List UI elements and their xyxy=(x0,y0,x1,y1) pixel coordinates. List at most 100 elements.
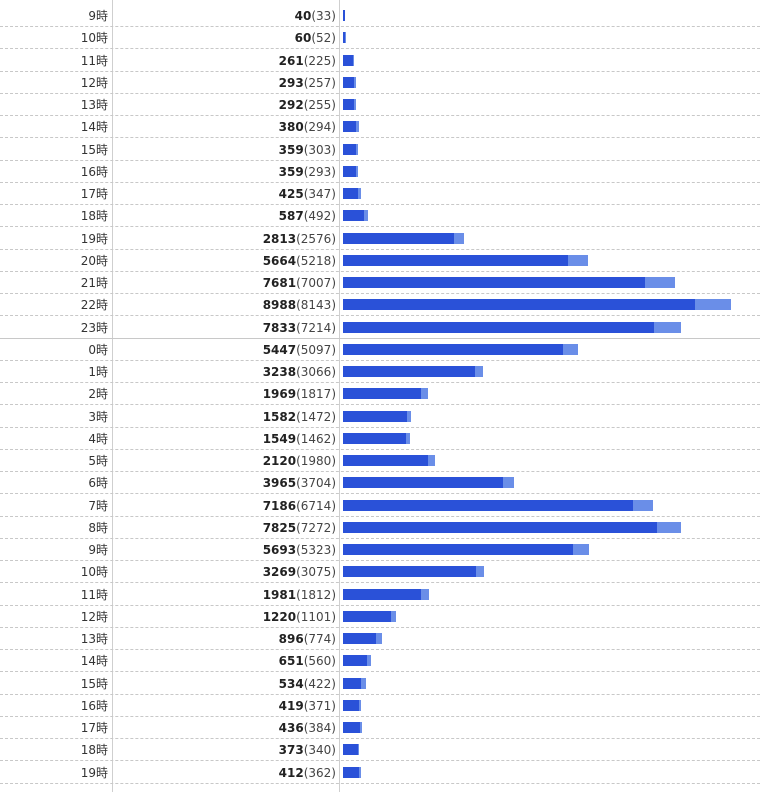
current-value: 7825 xyxy=(262,520,297,535)
current-value: 293 xyxy=(278,75,304,90)
bar-previous xyxy=(343,210,365,222)
row-gridline xyxy=(0,26,760,27)
row-gridline xyxy=(0,181,760,183)
previous-value: (5218) xyxy=(296,253,336,268)
hour-label: 10時 xyxy=(80,565,108,580)
value-label: 436(384) xyxy=(279,721,336,735)
value-label: 425(347) xyxy=(279,187,336,201)
chart-row: 4時 1549(1462) xyxy=(0,428,760,450)
current-value: 1582 xyxy=(262,409,297,424)
row-gridline xyxy=(0,537,760,539)
bar-previous xyxy=(343,566,476,578)
value-label: 7825(7272) xyxy=(263,521,336,535)
chart-row: 18時 373(340) xyxy=(0,739,760,762)
value-label: 5693(5323) xyxy=(263,543,336,557)
previous-value: (8143) xyxy=(296,298,336,313)
row-gridline xyxy=(0,782,760,784)
previous-value: (774) xyxy=(303,632,336,646)
row-gridline xyxy=(0,760,760,762)
row-gridline xyxy=(0,515,760,517)
value-label: 1582(1472) xyxy=(263,410,336,424)
hour-label: 9時 xyxy=(88,9,108,23)
chart-row: 0時 5447(5097) xyxy=(0,339,760,361)
current-value: 587 xyxy=(278,209,304,224)
current-value: 1969 xyxy=(262,387,297,402)
bar-previous xyxy=(343,432,407,444)
row-gridline xyxy=(0,48,760,50)
bar-previous xyxy=(343,766,359,778)
hour-label: 13時 xyxy=(80,98,108,112)
previous-value: (384) xyxy=(303,721,336,735)
row-gridline xyxy=(0,204,760,205)
chart-row: 1時 3238(3066) xyxy=(0,361,760,383)
current-value: 5693 xyxy=(262,543,297,557)
row-gridline xyxy=(0,448,760,450)
current-value: 7681 xyxy=(262,276,297,290)
row-gridline xyxy=(0,359,760,361)
current-value: 292 xyxy=(278,98,304,112)
row-gridline xyxy=(0,382,760,383)
row-gridline xyxy=(0,738,760,739)
current-value: 7186 xyxy=(262,498,297,513)
current-value: 1220 xyxy=(262,609,297,624)
row-gridline xyxy=(0,70,760,72)
hour-label: 16時 xyxy=(80,698,108,713)
current-value: 651 xyxy=(278,654,304,669)
row-gridline xyxy=(0,582,760,584)
hour-label: 6時 xyxy=(88,476,108,491)
previous-value: (225) xyxy=(303,53,336,68)
current-value: 1981 xyxy=(262,587,297,602)
value-label: 651(560) xyxy=(279,654,336,668)
bar-previous xyxy=(343,455,429,466)
hour-label: 13時 xyxy=(80,632,108,646)
hour-label: 17時 xyxy=(80,721,108,735)
previous-value: (560) xyxy=(303,654,336,669)
value-label: 1220(1101) xyxy=(263,610,336,624)
bar-previous xyxy=(343,610,391,622)
previous-value: (7272) xyxy=(296,520,336,535)
hour-label: 15時 xyxy=(80,142,108,157)
value-label: 261(225) xyxy=(279,54,336,68)
current-value: 380 xyxy=(278,120,304,135)
hour-label: 9時 xyxy=(88,543,108,557)
chart-row: 22時 8988(8143) xyxy=(0,294,760,317)
row-gridline xyxy=(0,248,760,250)
hour-label: 14時 xyxy=(80,120,108,135)
value-label: 7186(6714) xyxy=(263,499,336,513)
chart-row: 15時 359(303) xyxy=(0,139,760,161)
current-value: 412 xyxy=(278,765,304,780)
current-value: 5664 xyxy=(262,253,297,268)
chart-row: 8時 7825(7272) xyxy=(0,517,760,539)
value-label: 5664(5218) xyxy=(263,254,336,268)
hour-label: 18時 xyxy=(80,743,108,758)
hour-label: 22時 xyxy=(80,298,108,313)
bar-previous xyxy=(343,388,422,400)
row-gridline xyxy=(0,693,760,695)
previous-value: (371) xyxy=(303,698,336,713)
value-label: 1981(1812) xyxy=(263,588,336,602)
bar-previous xyxy=(343,165,356,177)
bar-previous xyxy=(343,254,569,266)
current-value: 436 xyxy=(278,721,304,735)
bar-previous xyxy=(343,633,377,644)
value-label: 292(255) xyxy=(279,98,336,112)
bar-previous xyxy=(343,410,407,422)
current-value: 2813 xyxy=(262,231,297,246)
hour-label: 8時 xyxy=(88,520,108,535)
bar-previous xyxy=(343,76,355,88)
previous-value: (3704) xyxy=(296,476,336,491)
chart-row: 11時 1981(1812) xyxy=(0,584,760,606)
value-label: 3965(3704) xyxy=(263,476,336,490)
value-label: 412(362) xyxy=(279,766,336,780)
previous-value: (2576) xyxy=(296,231,336,246)
value-label: 380(294) xyxy=(279,120,336,134)
column-divider-value xyxy=(339,0,340,792)
hour-label: 23時 xyxy=(80,320,108,335)
hour-label: 3時 xyxy=(88,409,108,424)
bar-previous xyxy=(343,32,346,44)
bar-previous xyxy=(343,232,455,244)
value-label: 293(257) xyxy=(279,76,336,90)
bar-previous xyxy=(343,99,354,110)
bar-previous xyxy=(343,143,357,155)
